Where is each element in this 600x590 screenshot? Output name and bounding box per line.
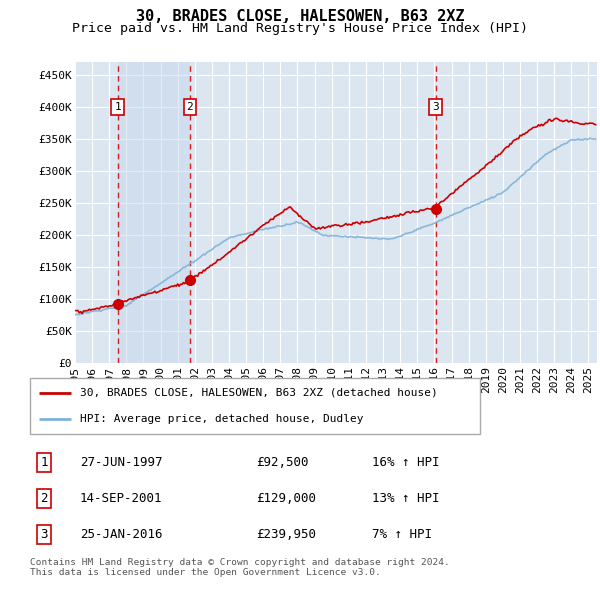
Text: 3: 3 bbox=[432, 101, 439, 112]
Text: 30, BRADES CLOSE, HALESOWEN, B63 2XZ: 30, BRADES CLOSE, HALESOWEN, B63 2XZ bbox=[136, 9, 464, 24]
Text: 2: 2 bbox=[40, 492, 47, 505]
Bar bbox=[118, 62, 190, 363]
Text: 14-SEP-2001: 14-SEP-2001 bbox=[80, 492, 162, 505]
Text: HPI: Average price, detached house, Dudley: HPI: Average price, detached house, Dudl… bbox=[79, 414, 363, 424]
Text: 7% ↑ HPI: 7% ↑ HPI bbox=[372, 528, 432, 541]
Text: 27-JUN-1997: 27-JUN-1997 bbox=[80, 456, 162, 469]
Text: £239,950: £239,950 bbox=[256, 528, 316, 541]
Text: 16% ↑ HPI: 16% ↑ HPI bbox=[372, 456, 440, 469]
Text: 25-JAN-2016: 25-JAN-2016 bbox=[80, 528, 162, 541]
Text: 1: 1 bbox=[114, 101, 121, 112]
Text: £92,500: £92,500 bbox=[256, 456, 309, 469]
Text: 1: 1 bbox=[40, 456, 47, 469]
Text: 3: 3 bbox=[40, 528, 47, 541]
Text: £129,000: £129,000 bbox=[256, 492, 316, 505]
Text: Contains HM Land Registry data © Crown copyright and database right 2024.
This d: Contains HM Land Registry data © Crown c… bbox=[30, 558, 450, 577]
Text: Price paid vs. HM Land Registry's House Price Index (HPI): Price paid vs. HM Land Registry's House … bbox=[72, 22, 528, 35]
Text: 13% ↑ HPI: 13% ↑ HPI bbox=[372, 492, 440, 505]
Text: 2: 2 bbox=[187, 101, 193, 112]
Text: 30, BRADES CLOSE, HALESOWEN, B63 2XZ (detached house): 30, BRADES CLOSE, HALESOWEN, B63 2XZ (de… bbox=[79, 388, 437, 398]
